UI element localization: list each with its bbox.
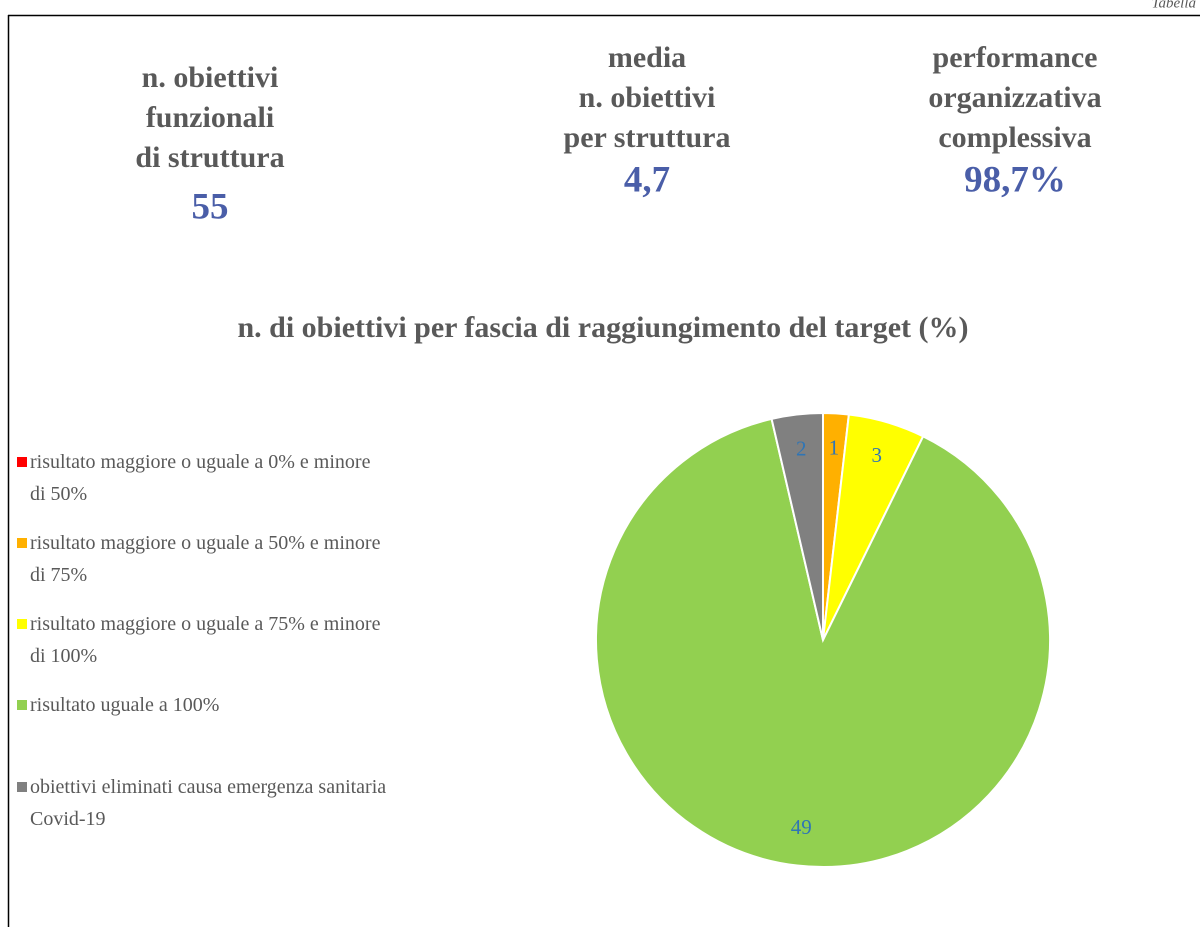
kpi-label: per struttura (564, 121, 731, 154)
kpi-value: 4,7 (624, 159, 670, 200)
legend-item: risultato maggiore o uguale a 50% e mino… (14, 527, 390, 591)
legend-text: risultato maggiore o uguale a 50% e mino… (30, 532, 381, 586)
kpi-label: funzionali (146, 101, 274, 134)
legend-text: risultato maggiore o uguale a 75% e mino… (30, 613, 381, 667)
legend-text: obiettivi eliminati causa emergenza sani… (30, 776, 387, 830)
data-label: 49 (791, 815, 812, 839)
legend-item: risultato maggiore o uguale a 75% e mino… (14, 608, 390, 672)
kpi-label: performance (933, 41, 1098, 74)
pie-slice (770, 411, 824, 641)
kpi-label: n. obiettivi (579, 81, 716, 114)
kpi-label: di struttura (135, 141, 284, 174)
legend-swatch (17, 782, 27, 792)
kpi-label: n. obiettivi (142, 61, 279, 94)
legend-swatch (17, 457, 27, 467)
legend-swatch (17, 619, 27, 629)
data-label: 1 (829, 435, 840, 459)
pie-slice (595, 417, 1051, 868)
legend-item: risultato maggiore o uguale a 0% e minor… (14, 446, 390, 510)
header-label: Tabella (1152, 0, 1196, 11)
data-label: 3 (871, 443, 882, 467)
kpi-label: complessiva (938, 121, 1091, 154)
kpi-value: 55 (192, 186, 229, 227)
kpi-label: organizzativa (928, 81, 1101, 114)
kpi-value: 98,7% (964, 159, 1066, 200)
data-label: 2 (796, 436, 807, 460)
kpi-label: media (608, 41, 686, 74)
legend-item: risultato uguale a 100% (14, 689, 390, 721)
legend-swatch (17, 700, 27, 710)
legend-text: risultato uguale a 100% (30, 694, 220, 716)
legend-item: obiettivi eliminati causa emergenza sani… (14, 771, 390, 835)
legend-text: risultato maggiore o uguale a 0% e minor… (30, 451, 371, 505)
legend-swatch (17, 538, 27, 548)
chart-title: n. di obiettivi per fascia di raggiungim… (237, 311, 968, 344)
